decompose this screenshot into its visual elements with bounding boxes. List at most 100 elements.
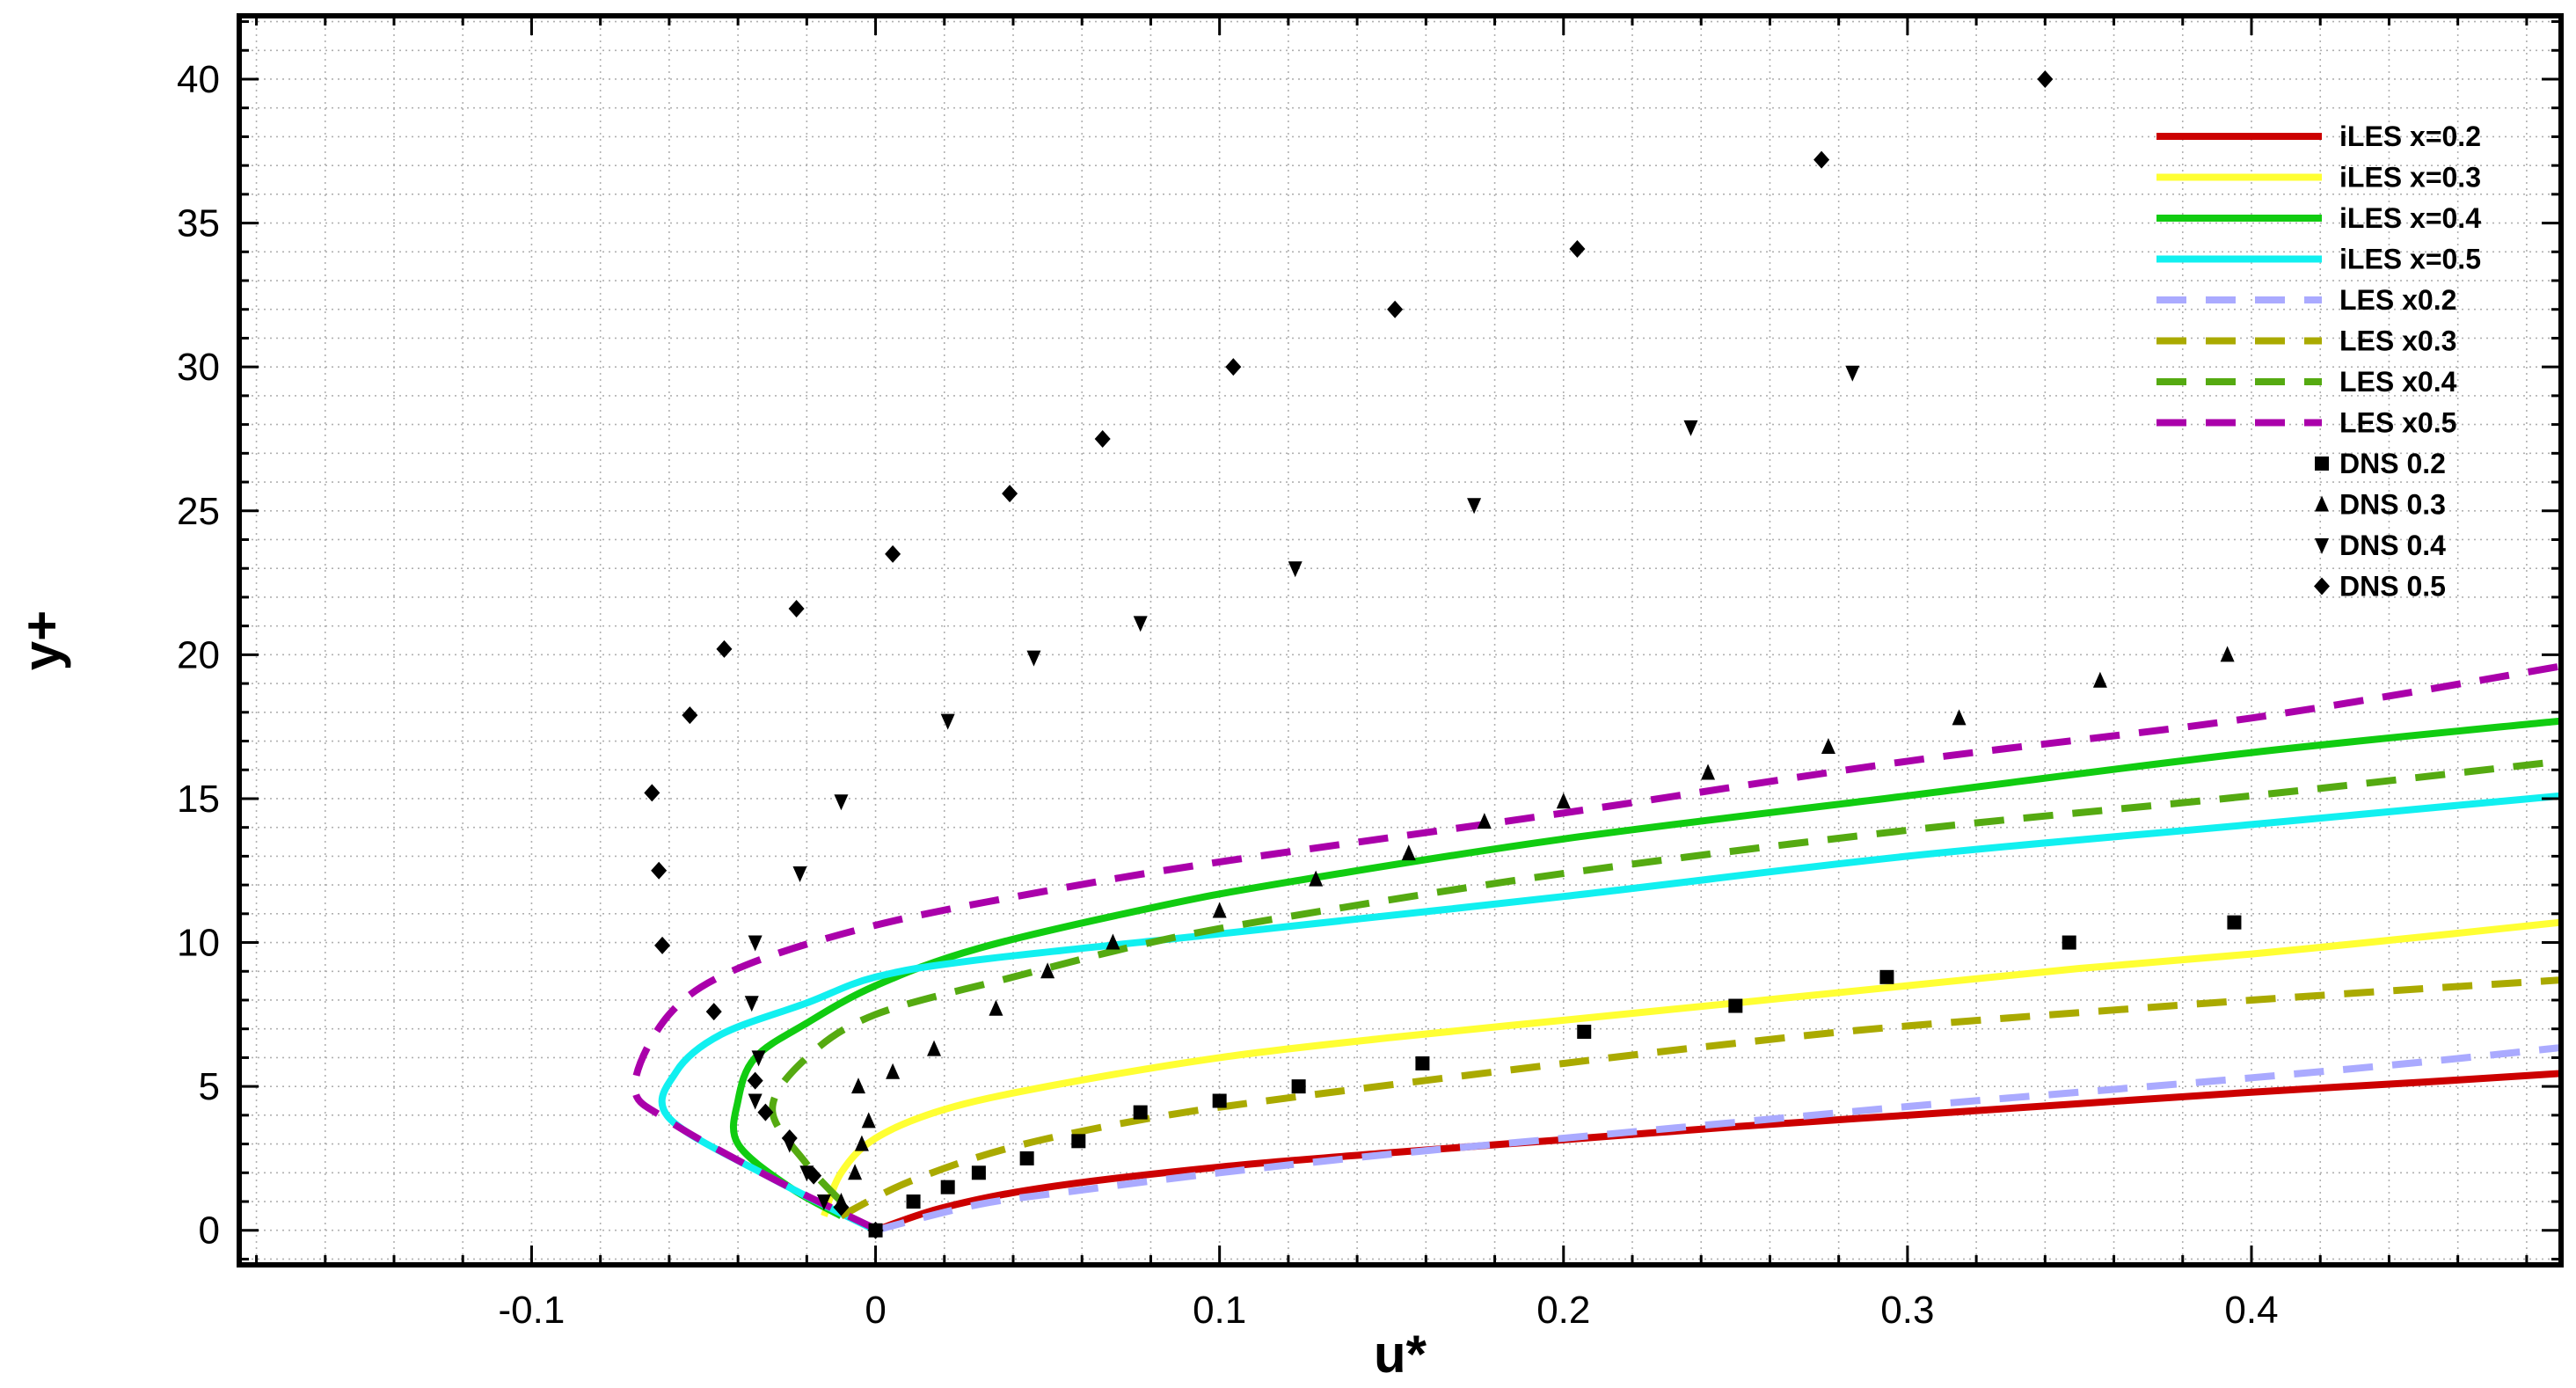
- data-point-dns-0-5: [781, 1129, 798, 1148]
- x-tick-label: 0.3: [1880, 1289, 1934, 1332]
- data-point-dns-0-5: [1387, 300, 1404, 318]
- y-tick-label: 30: [177, 346, 220, 389]
- y-tick-label: 25: [177, 490, 220, 533]
- data-point-dns-0-3: [861, 1112, 876, 1129]
- data-point-dns-0-5: [705, 1003, 722, 1021]
- legend-label-iles-x-0-5: iLES x=0.5: [2339, 244, 2481, 275]
- data-point-dns-0-2: [2227, 915, 2242, 930]
- y-tick-label: 10: [177, 922, 220, 965]
- legend-label-dns-0-3: DNS 0.3: [2339, 489, 2446, 521]
- data-point-dns-0-3: [1952, 709, 1967, 726]
- data-point-dns-0-5: [682, 706, 698, 725]
- y-axis-title: y+: [12, 610, 71, 670]
- data-point-dns-0-3: [2220, 646, 2235, 662]
- x-tick-label: 0: [865, 1289, 886, 1332]
- data-point-dns-0-2: [906, 1194, 921, 1209]
- data-point-dns-0-2: [940, 1180, 955, 1194]
- y-tick-label: 40: [177, 58, 220, 101]
- data-point-dns-0-4: [940, 713, 955, 730]
- series-line-iles-x-0-4: [729, 717, 2561, 1219]
- data-point-dns-0-2: [1071, 1134, 1086, 1149]
- legend-marker-dns-0-5: [2314, 577, 2330, 595]
- legend-marker-dns-0-3: [2315, 495, 2329, 512]
- data-point-dns-0-3: [927, 1040, 942, 1056]
- data-point-dns-0-2: [1879, 969, 1894, 984]
- plot-frame: [237, 13, 2564, 1267]
- data-point-dns-0-5: [885, 544, 901, 563]
- y-tick-label: 15: [177, 778, 220, 821]
- data-point-dns-0-3: [2092, 671, 2107, 688]
- data-point-dns-0-3: [1309, 870, 1324, 887]
- y-tick-label: 0: [199, 1209, 220, 1253]
- data-point-dns-0-4: [1845, 365, 1860, 382]
- legend-label-les-x0-3: LES x0.3: [2339, 325, 2456, 357]
- data-point-dns-0-4: [1026, 650, 1041, 667]
- legend-label-les-x0-4: LES x0.4: [2339, 366, 2457, 398]
- legend-label-dns-0-5: DNS 0.5: [2339, 571, 2446, 603]
- axis-ticks: -0.1 0 0.1 0.2 0.3 0.4 0 5 10 15 20 25 30 35 40: [177, 16, 2561, 1332]
- x-axis-title: u*: [1374, 1325, 1427, 1384]
- data-point-dns-0-2: [1212, 1093, 1227, 1108]
- legend-label-iles-x-0-2: iLES x=0.2: [2339, 121, 2481, 152]
- series-line-iles-x-0-5: [658, 792, 2561, 1234]
- data-point-dns-0-2: [1133, 1105, 1148, 1120]
- data-point-dns-0-2: [1728, 998, 1743, 1013]
- data-point-dns-0-5: [806, 1166, 822, 1185]
- data-point-dns-0-3: [1556, 793, 1571, 809]
- legend-label-iles-x-0-3: iLES x=0.3: [2339, 162, 2481, 194]
- data-point-dns-0-2: [1577, 1024, 1592, 1039]
- data-point-dns-0-3: [1106, 933, 1120, 950]
- data-point-dns-0-2: [1019, 1151, 1034, 1165]
- legend-marker-dns-0-4: [2315, 538, 2329, 554]
- data-point-dns-0-3: [851, 1078, 865, 1094]
- data-point-dns-0-5: [1002, 485, 1018, 503]
- data-point-dns-0-4: [1133, 616, 1148, 632]
- data-point-dns-0-5: [1094, 429, 1111, 448]
- data-point-dns-0-5: [2037, 69, 2054, 88]
- data-point-dns-0-3: [854, 1135, 869, 1151]
- series-line-les-x0-4: [769, 757, 2561, 1204]
- data-point-dns-0-4: [1288, 561, 1303, 578]
- data-point-dns-0-5: [757, 1103, 774, 1121]
- legend-label-dns-0-4: DNS 0.4: [2339, 530, 2446, 561]
- data-point-dns-0-4: [748, 1093, 763, 1110]
- data-point-dns-0-5: [654, 936, 671, 954]
- x-tick-label: 0.1: [1193, 1289, 1246, 1332]
- x-tick-label: 0.4: [2224, 1289, 2278, 1332]
- data-point-dns-0-2: [971, 1165, 986, 1180]
- data-point-dns-0-2: [1291, 1079, 1306, 1094]
- legend-label-iles-x-0-4: iLES x=0.4: [2339, 202, 2481, 234]
- data-point-dns-0-5: [788, 600, 805, 618]
- data-point-dns-0-5: [747, 1071, 763, 1090]
- series-line-iles-x-0-2: [874, 1070, 2561, 1234]
- data-point-dns-0-4: [834, 794, 849, 811]
- data-point-dns-0-4: [744, 996, 759, 1012]
- legend-label-les-x0-5: LES x0.5: [2339, 407, 2456, 439]
- data-point-dns-0-3: [1477, 813, 1492, 829]
- legend-label-dns-0-2: DNS 0.2: [2339, 448, 2446, 479]
- data-point-dns-0-4: [792, 866, 807, 883]
- series-line-les-x0-5: [631, 662, 2561, 1232]
- data-point-dns-0-3: [1040, 962, 1055, 979]
- series-line-iles-x-0-3: [821, 918, 2561, 1217]
- series-line-les-x0-2: [874, 1044, 2561, 1234]
- data-point-dns-0-3: [989, 999, 1003, 1016]
- y-tick-label: 35: [177, 202, 220, 245]
- grid: [239, 16, 2561, 1265]
- series-group: [631, 662, 2561, 1234]
- data-point-dns-0-5: [1813, 150, 1830, 169]
- data-point-dns-0-5: [833, 1198, 850, 1216]
- y-tick-label: 20: [177, 633, 220, 676]
- legend: iLES x=0.2 iLES x=0.3 iLES x=0.4 iLES x=0.5…: [2156, 121, 2481, 603]
- data-point-dns-0-4: [816, 1194, 831, 1211]
- data-point-dns-0-2: [2062, 935, 2076, 950]
- series-line-les-x0-3: [839, 976, 2561, 1219]
- data-point-dns-0-4: [1467, 498, 1482, 515]
- data-point-dns-0-5: [1569, 240, 1586, 259]
- data-point-dns-0-3: [848, 1164, 863, 1180]
- data-point-dns-0-3: [1701, 763, 1716, 780]
- data-point-dns-0-4: [799, 1165, 814, 1182]
- data-point-dns-0-3: [886, 1063, 901, 1079]
- data-point-dns-0-5: [716, 639, 733, 658]
